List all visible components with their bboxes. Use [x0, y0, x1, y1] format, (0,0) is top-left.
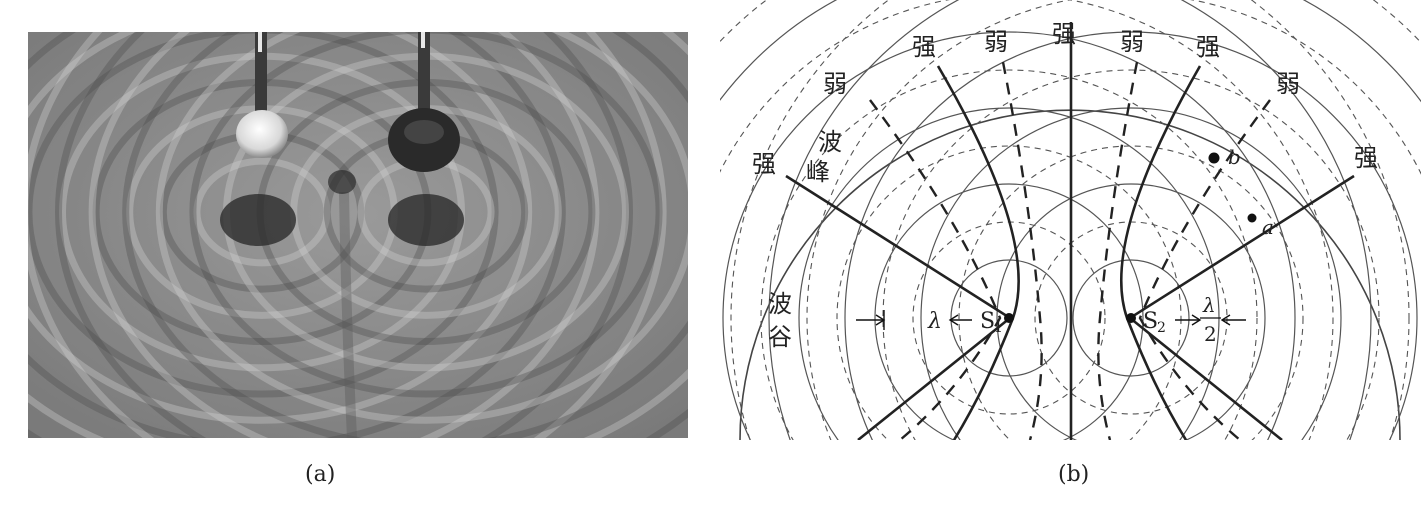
strong-line-inner-left [936, 65, 1020, 440]
label-weak-top-left: 弱 [984, 28, 1008, 56]
trough-circle-s2 [806, 0, 1421, 440]
source-s1-dot [1004, 313, 1014, 323]
interference-diagram: 强 弱 强 弱 强 弱 强 弱 强 波 峰 波 谷 a b S 1 S 2 λ … [720, 0, 1421, 440]
strong-line-inner-right [1120, 65, 1202, 440]
photo-ripple-ring [88, 32, 688, 438]
left-rod [255, 32, 267, 124]
source-s2-dot [1126, 313, 1136, 323]
label-crest-2: 峰 [806, 158, 830, 186]
crest-circle-s1 [950, 259, 1068, 377]
trough-circle-s1 [720, 0, 1410, 440]
label-trough-1: 波 [768, 290, 792, 318]
weak-line-left-1 [1001, 61, 1043, 440]
crest-circle-s1 [720, 0, 1372, 440]
label-weak-top-right: 弱 [1120, 28, 1144, 56]
label-point-a: a [1262, 215, 1274, 239]
right-rod [418, 32, 430, 120]
label-source-s1: S [980, 309, 995, 334]
photo-ripple-ring [533, 32, 667, 438]
photo-ripple-ring [28, 32, 499, 398]
photo-ripple-ring [28, 32, 566, 438]
crest-circle-s2 [920, 107, 1342, 440]
crest-circle-s1 [874, 183, 1144, 440]
crest-circle-s2 [1072, 259, 1190, 377]
label-point-b: b [1228, 145, 1241, 169]
trough-circle-s1 [836, 145, 1182, 440]
point-b-dot [1208, 152, 1220, 164]
label-source-s2-sub: 2 [1157, 320, 1166, 336]
crest-circle-s2 [996, 183, 1266, 440]
photo-ripple-ring [55, 32, 688, 438]
trough-circle-s2 [958, 145, 1304, 440]
crest-circle-s1 [722, 31, 1296, 440]
weak-line-right-1 [1097, 61, 1139, 440]
label-strong-left: 强 [752, 150, 776, 178]
caption-a: (a) [305, 462, 336, 487]
trough-circle-s2 [882, 69, 1380, 440]
photo-ripple-ring [155, 32, 688, 424]
wave-interference-photo [28, 32, 688, 438]
lambda-arrows [856, 310, 1246, 330]
photo-nodal-band [339, 191, 357, 438]
photo-ripple-ring [28, 32, 533, 424]
crest-circle-s2 [844, 31, 1418, 440]
crest-circle-s2 [768, 0, 1421, 440]
label-strong-upper-left: 强 [912, 33, 936, 61]
weak-line-right-2 [1138, 99, 1271, 440]
label-lambda: λ [927, 309, 942, 334]
label-strong-right: 强 [1354, 144, 1378, 172]
photo-ripple-ring [189, 32, 663, 398]
point-a-dot [1247, 213, 1257, 223]
left-source-ball [236, 110, 288, 158]
label-weak-upper-left: 弱 [823, 70, 847, 98]
photo-ripple-ring [193, 157, 331, 267]
label-crest-1: 波 [818, 128, 842, 156]
caption-b: (b) [1058, 462, 1090, 487]
photo-ripple-ring [122, 32, 688, 438]
trough-circle-s1 [720, 0, 1334, 440]
label-half-lambda-denominator: 2 [1204, 322, 1217, 346]
label-source-s1-sub: 1 [994, 320, 1003, 336]
label-strong-upper-right: 强 [1196, 33, 1220, 61]
label-source-s2: S [1143, 309, 1158, 334]
photo-ripple-ring [28, 32, 600, 438]
trough-circle-s2 [730, 0, 1421, 440]
trough-circle-s1 [760, 69, 1258, 440]
crest-circle-s1 [798, 107, 1220, 440]
photo-ripple-ring [28, 32, 633, 438]
label-strong-top-center: 强 [1052, 20, 1076, 48]
label-weak-upper-right: 弱 [1276, 70, 1300, 98]
label-trough-2: 谷 [768, 323, 792, 351]
label-half-lambda-numerator: λ [1202, 293, 1216, 317]
weak-line-left-2 [869, 99, 1002, 440]
